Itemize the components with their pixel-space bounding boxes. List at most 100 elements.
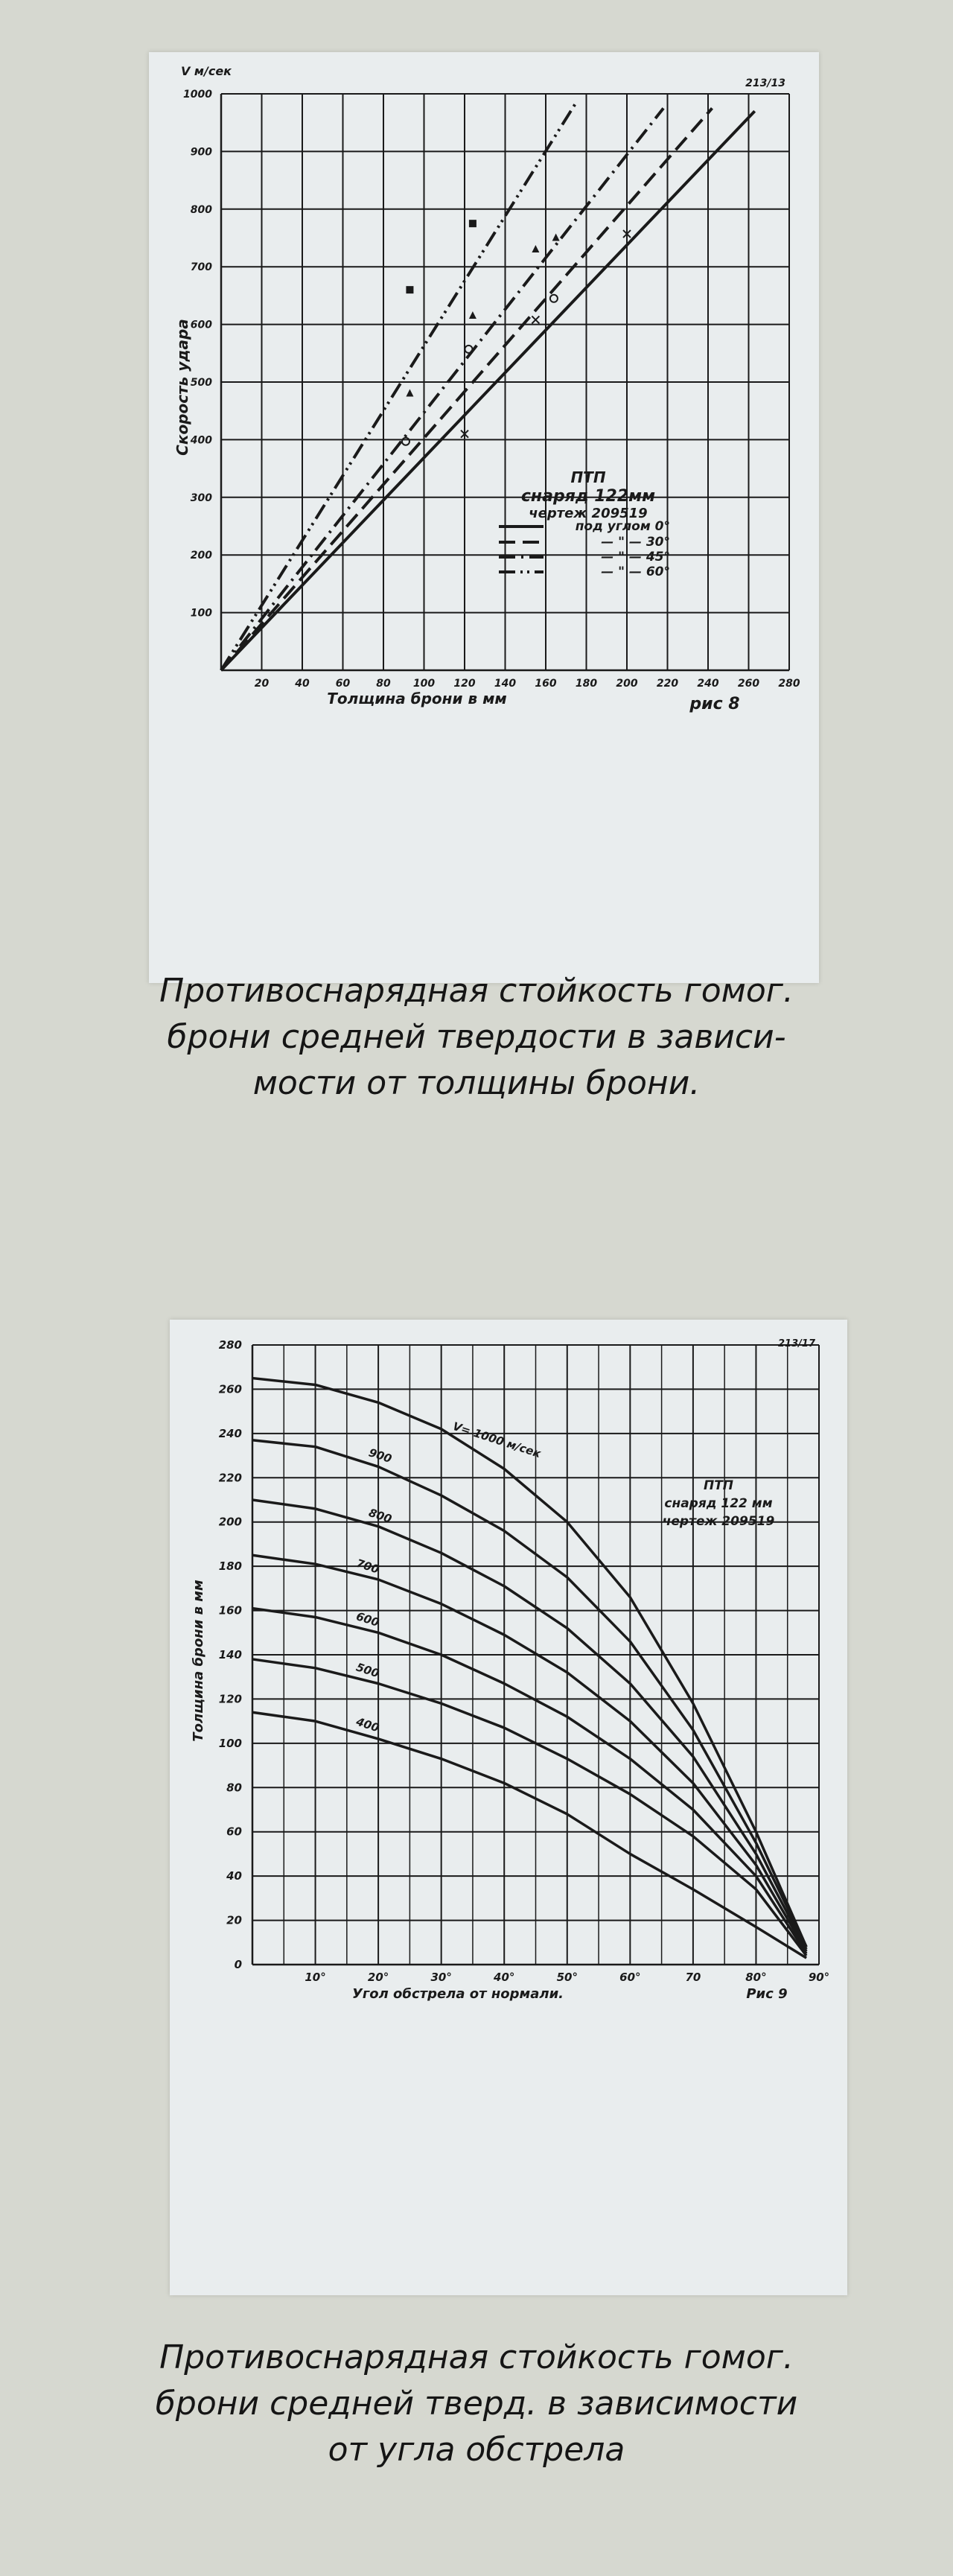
- legend-entry-label: — " — 45°: [601, 550, 670, 565]
- series-label: V= 1000 м/сек: [451, 1419, 544, 1460]
- x-tick-label: 60°: [619, 1971, 640, 1984]
- series-curve: [252, 1553, 808, 1953]
- x-tick-label: 30°: [430, 1971, 451, 1984]
- series-curve: [252, 1498, 808, 1950]
- x-tick-label: 90°: [809, 1971, 829, 1984]
- x-tick-label: 40°: [493, 1971, 514, 1984]
- marker-triangle: [532, 244, 540, 252]
- y-tick-label: 260: [219, 1382, 242, 1396]
- y-tick-label: 160: [219, 1604, 242, 1618]
- marker-cross: [460, 429, 469, 439]
- annotation-line: чертеж 209519: [663, 1514, 775, 1529]
- y-axis-label: Скорость удара: [173, 319, 191, 456]
- marker-circle: [464, 344, 474, 354]
- y-unit-label: V м/сек: [181, 64, 232, 78]
- y-tick-label: 240: [219, 1427, 242, 1440]
- corner-label: 213/17: [778, 1338, 816, 1349]
- y-tick-label: 600: [191, 319, 212, 331]
- y-tick-label: 20: [226, 1914, 242, 1927]
- y-tick-label: 0: [235, 1958, 242, 1971]
- y-tick-label: 120: [219, 1692, 242, 1705]
- marker-cross: [531, 315, 541, 325]
- marker-square: [406, 286, 414, 294]
- y-tick-label: 220: [219, 1471, 242, 1484]
- marker-cross: [622, 229, 631, 238]
- x-tick-label: 80: [376, 678, 391, 690]
- x-tick-label: 260: [738, 678, 759, 690]
- x-tick-label: 50°: [557, 1971, 578, 1984]
- y-tick-label: 60: [226, 1825, 242, 1839]
- caption-1: Противоснарядная стойкость гомог. брони …: [0, 968, 953, 1107]
- corner-label: 213/13: [745, 77, 785, 89]
- y-tick-label: 80: [226, 1781, 242, 1794]
- y-tick-label: 700: [191, 261, 212, 273]
- x-tick-label: 40: [294, 678, 310, 690]
- x-axis-label: Толщина брони в мм: [327, 690, 507, 707]
- annotation-line: ПТП: [704, 1478, 733, 1493]
- x-tick-label: 100: [413, 678, 435, 690]
- legend-entry-label: под углом 0°: [576, 519, 670, 534]
- y-tick-label: 1000: [183, 89, 212, 101]
- marker-circle: [401, 436, 410, 446]
- caption-1-line-2: брони средней твердости в зависи-: [167, 1018, 786, 1056]
- caption-2-line-1: Противоснарядная стойкость гомог.: [159, 2338, 794, 2376]
- series-line-dash-dot: [220, 107, 665, 672]
- x-tick-label: 20°: [368, 1971, 389, 1984]
- figure-label: рис 8: [689, 695, 739, 713]
- caption-2: Противоснарядная стойкость гомог. брони …: [0, 2335, 953, 2473]
- series-curve: [252, 1439, 808, 1947]
- series-curve: [252, 1711, 808, 1959]
- y-tick-label: 180: [219, 1559, 242, 1573]
- series-label: 700: [354, 1556, 380, 1577]
- marker-triangle: [552, 233, 560, 241]
- marker-circle: [549, 293, 558, 303]
- y-tick-label: 280: [219, 1338, 242, 1352]
- series-curve: [252, 1606, 808, 1955]
- series-label: 500: [354, 1660, 380, 1680]
- x-tick-label: 160: [535, 678, 556, 690]
- annotation-line: снаряд 122 мм: [664, 1496, 772, 1511]
- x-tick-label: 70: [685, 1971, 701, 1984]
- y-tick-label: 100: [219, 1737, 242, 1750]
- x-tick-label: 140: [494, 678, 516, 690]
- series-line-dash-dot-dot: [220, 101, 578, 672]
- y-tick-label: 140: [219, 1648, 242, 1661]
- x-tick-label: 20: [255, 678, 270, 690]
- x-axis-label: Угол обстрела от нормали.: [352, 1986, 564, 2002]
- marker-triangle: [406, 389, 414, 397]
- figure-label: Рис 9: [746, 1986, 787, 2002]
- legend-title-line: снаряд 122мм: [521, 487, 655, 506]
- series-label: 600: [354, 1609, 380, 1629]
- marker-square: [468, 220, 476, 228]
- legend-entry-label: — " — 30°: [601, 535, 670, 550]
- x-tick-label: 80°: [745, 1971, 766, 1984]
- series-line-solid: [220, 109, 756, 672]
- legend-title-line: чертеж 209519: [529, 506, 647, 521]
- caption-1-line-1: Противоснарядная стойкость гомог.: [159, 972, 794, 1010]
- y-tick-label: 900: [191, 146, 212, 158]
- y-axis-label: Толщина брони в мм: [191, 1580, 206, 1742]
- y-tick-label: 400: [190, 434, 212, 446]
- y-tick-label: 800: [191, 204, 212, 216]
- y-tick-label: 500: [191, 377, 212, 389]
- x-tick-label: 60: [336, 678, 351, 690]
- x-tick-label: 280: [778, 678, 800, 690]
- x-tick-label: 220: [657, 678, 678, 690]
- series-curve: [252, 1658, 808, 1957]
- x-tick-label: 10°: [305, 1971, 325, 1984]
- series-label: 900: [367, 1446, 393, 1466]
- y-tick-label: 100: [191, 608, 212, 620]
- marker-triangle: [468, 311, 476, 319]
- y-tick-label: 40: [226, 1869, 242, 1883]
- x-tick-label: 180: [576, 678, 597, 690]
- chart2-paper: [170, 1320, 847, 2295]
- caption-2-line-2: брони средней тверд. в зависимости: [155, 2385, 798, 2423]
- series-label: 800: [367, 1506, 393, 1526]
- y-tick-label: 300: [191, 492, 212, 504]
- series-line-dashed: [220, 107, 713, 672]
- y-tick-label: 200: [219, 1516, 242, 1529]
- y-tick-label: 200: [191, 550, 212, 562]
- series-curve: [252, 1376, 808, 1947]
- legend-title-line: ПТП: [570, 468, 605, 486]
